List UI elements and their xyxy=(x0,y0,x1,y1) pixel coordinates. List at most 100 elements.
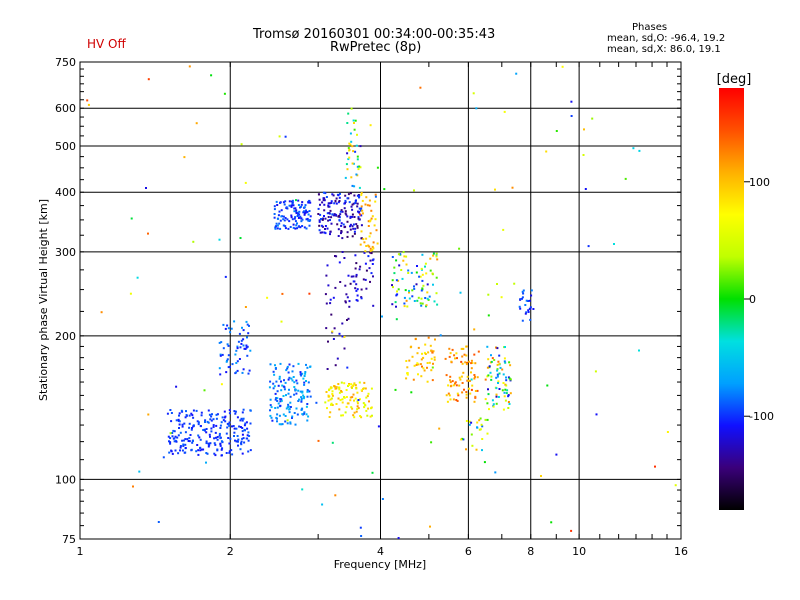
data-point xyxy=(435,255,438,258)
data-point xyxy=(406,372,409,374)
data-point xyxy=(341,401,344,404)
data-point xyxy=(287,227,290,230)
data-point xyxy=(221,353,224,356)
data-point xyxy=(335,213,337,216)
data-point xyxy=(196,444,199,446)
data-point xyxy=(361,212,364,215)
data-point xyxy=(295,392,298,395)
data-point xyxy=(220,454,223,457)
data-point xyxy=(218,434,221,437)
data-point xyxy=(169,437,172,440)
data-point xyxy=(332,194,335,197)
data-point xyxy=(358,268,361,271)
data-point xyxy=(208,413,211,416)
data-point xyxy=(219,354,222,357)
data-point xyxy=(475,448,478,451)
data-point xyxy=(188,65,191,68)
data-point xyxy=(237,340,240,343)
data-point xyxy=(346,197,349,200)
data-point xyxy=(225,371,228,374)
data-point xyxy=(301,225,304,227)
data-point xyxy=(216,438,219,441)
data-point xyxy=(283,379,285,382)
data-point xyxy=(418,275,421,278)
data-point xyxy=(282,385,285,388)
data-point xyxy=(360,389,363,392)
data-point xyxy=(448,355,451,358)
data-point xyxy=(515,72,518,75)
data-point xyxy=(284,227,287,230)
data-point xyxy=(493,359,496,361)
data-point xyxy=(188,422,191,425)
data-point xyxy=(354,267,357,270)
data-point xyxy=(182,439,185,442)
data-point xyxy=(532,308,535,310)
data-point xyxy=(283,203,286,206)
data-point xyxy=(273,385,276,388)
data-point xyxy=(412,378,415,381)
data-point xyxy=(323,215,325,217)
data-point xyxy=(286,422,289,425)
data-point xyxy=(281,423,284,426)
data-point xyxy=(372,241,375,244)
data-point xyxy=(414,338,417,341)
data-point xyxy=(367,244,370,247)
data-point xyxy=(428,295,431,298)
data-point xyxy=(504,388,507,391)
data-point xyxy=(300,396,303,399)
data-point xyxy=(372,247,375,250)
data-point xyxy=(346,366,349,369)
data-point xyxy=(353,383,356,386)
data-point xyxy=(338,261,341,264)
data-point xyxy=(326,227,329,230)
data-point xyxy=(343,382,346,385)
data-point xyxy=(328,389,330,392)
data-point xyxy=(426,291,429,294)
data-point xyxy=(300,399,303,402)
data-point xyxy=(324,401,327,404)
data-point xyxy=(282,224,285,227)
data-point xyxy=(301,218,304,221)
data-point xyxy=(303,210,305,213)
data-point xyxy=(169,409,172,411)
data-point xyxy=(400,269,403,271)
data-point xyxy=(241,326,243,329)
data-point xyxy=(188,440,191,443)
x-tick-label: 6 xyxy=(465,545,472,558)
data-point xyxy=(216,448,219,451)
data-point xyxy=(448,347,451,350)
data-point xyxy=(214,454,217,457)
data-point xyxy=(243,424,246,427)
data-point xyxy=(299,371,302,374)
data-point xyxy=(309,219,312,222)
data-point xyxy=(303,381,306,384)
data-point xyxy=(529,306,532,309)
data-point xyxy=(357,211,360,213)
data-point xyxy=(421,302,424,305)
data-point xyxy=(521,296,524,299)
data-point xyxy=(228,451,231,454)
data-point xyxy=(329,219,331,221)
data-point xyxy=(435,252,438,255)
data-point xyxy=(347,402,350,405)
data-point xyxy=(344,176,347,179)
data-point xyxy=(335,403,338,405)
data-point xyxy=(470,367,473,370)
data-point xyxy=(184,443,187,446)
data-point xyxy=(461,362,464,365)
data-point xyxy=(291,201,294,204)
data-point xyxy=(299,226,302,229)
data-point xyxy=(470,371,472,374)
data-point xyxy=(624,177,627,180)
data-point xyxy=(415,363,418,366)
data-point xyxy=(305,380,307,382)
data-point xyxy=(521,319,524,322)
data-point xyxy=(291,203,294,206)
data-point xyxy=(330,200,333,203)
data-point xyxy=(360,297,363,300)
data-point xyxy=(352,202,355,205)
axis-ticks xyxy=(79,61,682,539)
data-point xyxy=(223,410,226,413)
data-point xyxy=(457,394,460,397)
data-point xyxy=(438,427,441,430)
